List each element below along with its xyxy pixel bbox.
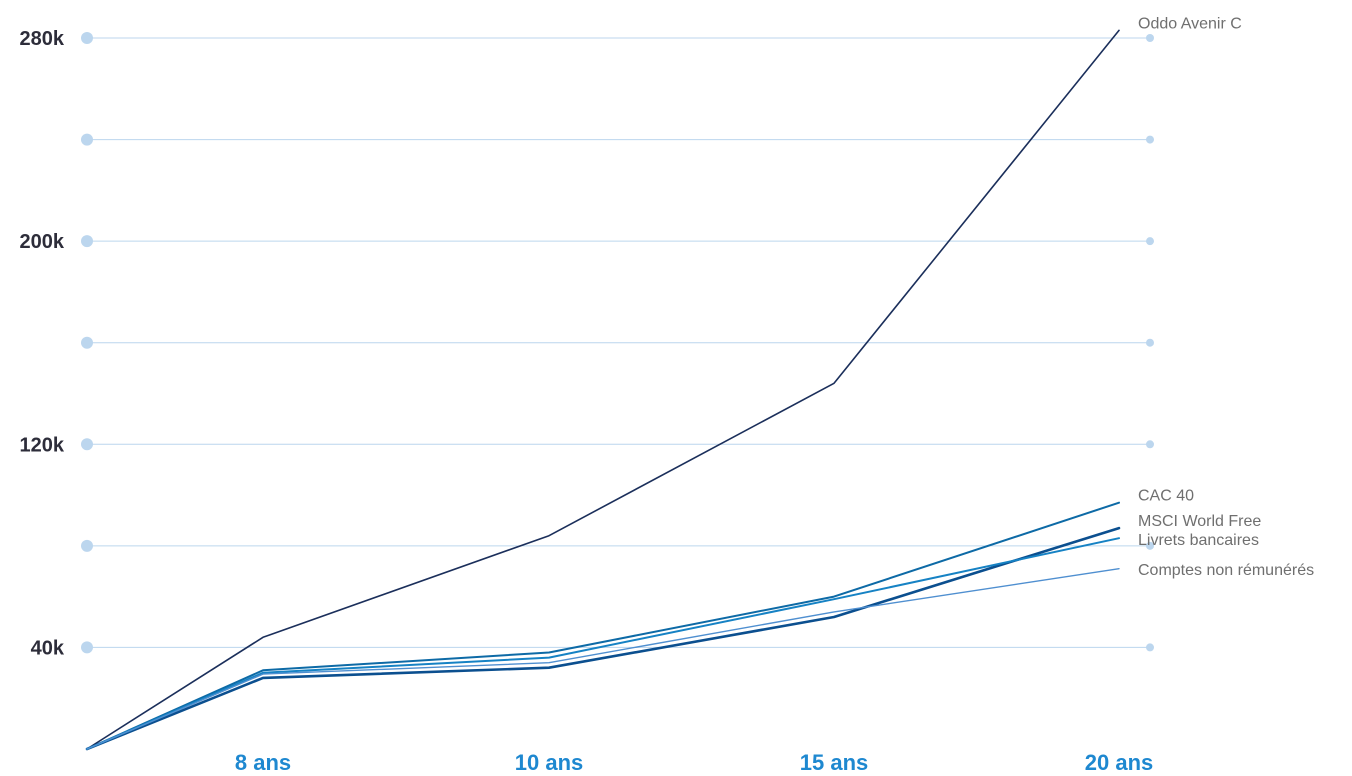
gridline-right-dot	[1146, 237, 1154, 246]
y-tick-label: 120k	[20, 434, 65, 456]
x-tick-label: 20 ans	[1085, 750, 1154, 775]
x-tick-label: 8 ans	[235, 750, 291, 775]
gridline-left-dot	[81, 133, 93, 146]
series-line	[85, 526, 1121, 751]
y-tick-label: 280k	[20, 28, 65, 50]
series-label: Oddo Avenir C	[1138, 15, 1242, 32]
gridline-right-dot	[1146, 440, 1154, 449]
gridline-left-dot	[81, 336, 93, 349]
x-axis: 8 ans 10 ans 15 ans 20 ans	[235, 750, 1153, 775]
gridline-left-dot	[81, 32, 93, 44]
series-label: CAC 40	[1138, 488, 1194, 505]
y-tick-label: 200k	[20, 231, 65, 253]
gridline-left-dot	[81, 641, 93, 654]
series-label: Livrets bancaires	[1138, 532, 1259, 549]
gridline-right-dot	[1146, 338, 1154, 347]
x-tick-label: 15 ans	[800, 750, 869, 775]
gridline-right-dot	[1146, 34, 1154, 42]
gridline-right-dot	[1146, 541, 1154, 550]
series-label: MSCI World Free	[1138, 513, 1261, 530]
gridline-left-dot	[81, 235, 93, 248]
y-tick-label: 40k	[31, 637, 65, 659]
gridline-right-dot	[1146, 643, 1154, 652]
series-labels: Oddo Avenir C CAC 40 MSCI World Free Livret…	[1138, 15, 1314, 579]
gridline-left-dot	[81, 438, 93, 451]
series-group	[85, 29, 1121, 751]
x-tick-label: 10 ans	[515, 750, 584, 775]
gridline-left-dot	[81, 539, 93, 552]
grid-lines: 280k 200k 120k 40k	[20, 28, 1154, 659]
series-label: Comptes non rémunérés	[1138, 562, 1314, 579]
gridline-right-dot	[1146, 135, 1154, 144]
series-line	[86, 537, 1120, 750]
series-line	[86, 501, 1120, 750]
